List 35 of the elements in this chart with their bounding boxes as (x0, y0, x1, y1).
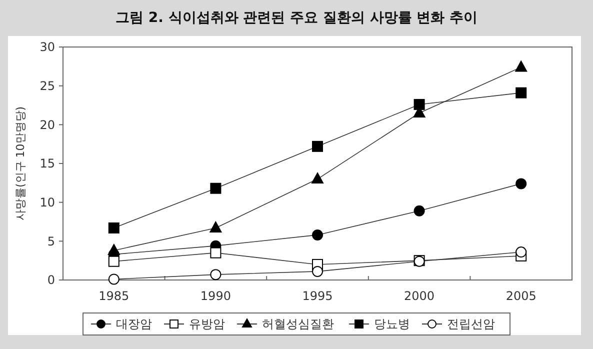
y-tick-label: 10 (40, 196, 55, 210)
point (210, 247, 222, 258)
point (312, 172, 324, 184)
legend-label: 유방암 (189, 317, 225, 332)
y-tick-label: 30 (40, 40, 55, 54)
y-axis-title: 사망률(인구 10만명당) (14, 106, 27, 221)
legend-label: 전립선암 (447, 317, 495, 332)
legend-label: 대장암 (116, 317, 152, 332)
point (108, 274, 120, 285)
point (516, 87, 527, 98)
point (210, 182, 222, 194)
point (516, 246, 527, 258)
x-tick-label: 1990 (200, 289, 231, 303)
point (210, 269, 222, 280)
point (414, 205, 425, 216)
y-tick-label: 25 (40, 79, 55, 94)
x-tick-label: 1995 (302, 289, 333, 303)
point (210, 221, 222, 232)
legend-label: 당뇨병 (374, 317, 410, 332)
point (516, 178, 527, 190)
y-tick-label: 0 (47, 273, 55, 288)
y-tick-label: 15 (40, 156, 55, 171)
legend-label: 허혈성심질환 (262, 317, 334, 332)
point (312, 140, 323, 152)
point (414, 98, 425, 110)
y-tick-label: 5 (47, 234, 55, 248)
point (312, 229, 323, 240)
point (515, 60, 528, 72)
chart-title: 그림 2. 식이섭취와 관련된 주요 질환의 사망률 변화 추이 (115, 10, 478, 26)
x-tick-label: 2005 (506, 289, 536, 303)
point (108, 222, 120, 234)
x-tick-label: 1985 (98, 289, 130, 303)
y-tick-label: 20 (40, 118, 55, 132)
x-tick-label: 2000 (404, 289, 435, 303)
point (312, 266, 323, 277)
